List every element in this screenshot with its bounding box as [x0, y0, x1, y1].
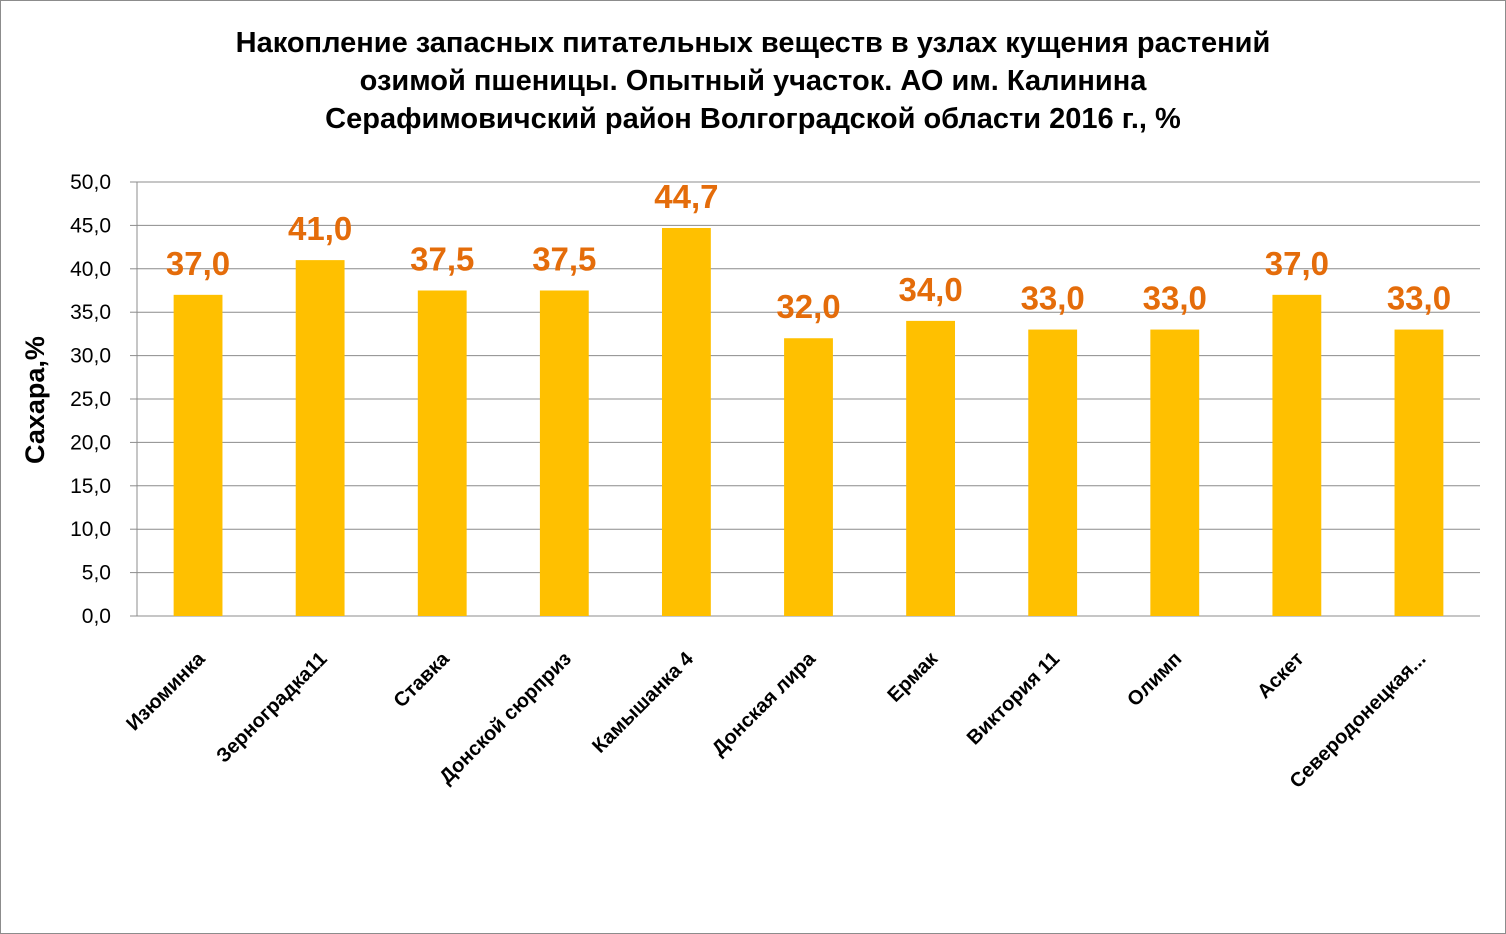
bar	[1272, 294, 1322, 616]
bar	[1394, 329, 1444, 616]
chart-title-line-1: Накопление запасных питательных веществ …	[235, 27, 1271, 59]
data-label: 37,0	[1265, 245, 1329, 282]
data-label: 32,0	[776, 288, 840, 325]
y-tick-label: 25,0	[70, 388, 111, 411]
category-label: Аскет	[1253, 648, 1308, 703]
y-tick-label: 40,0	[70, 258, 111, 281]
bar	[539, 290, 589, 616]
category-label: Донской сюрприз	[435, 648, 576, 789]
bars	[173, 228, 1444, 616]
data-label: 37,5	[410, 241, 474, 278]
bar	[784, 338, 833, 616]
category-label: Изюминка	[122, 647, 210, 735]
category-label: Ермак	[883, 647, 942, 706]
category-label: Виктория 11	[963, 648, 1064, 749]
data-label: 34,0	[898, 271, 962, 308]
y-tick-label: 50,0	[70, 171, 111, 194]
y-tick-label: 20,0	[70, 431, 111, 454]
bar	[906, 320, 956, 616]
category-label: Олимп	[1123, 648, 1186, 711]
bar	[1028, 329, 1078, 616]
bar	[661, 228, 711, 616]
y-tick-label: 10,0	[70, 518, 111, 541]
category-label: Ставка	[390, 647, 455, 712]
y-tick-label: 30,0	[70, 345, 111, 368]
data-label: 37,5	[532, 241, 596, 278]
bar	[173, 294, 223, 616]
category-label: Зерноградка11	[212, 648, 331, 767]
y-tick-label: 0,0	[82, 605, 111, 628]
y-tick-label: 45,0	[70, 214, 111, 237]
y-tick-label: 35,0	[70, 301, 111, 324]
data-label: 37,0	[166, 245, 230, 282]
category-label: Северодонецкая...	[1286, 648, 1431, 793]
y-tick-labels: 0,0 5,0 10,0 15,0 20,0 25,0 30,0 35,0 40,0 45,0 50…	[70, 171, 111, 628]
category-label: Донская лира	[708, 647, 821, 760]
data-label: 44,7	[654, 178, 718, 215]
y-axis-label: Сахара,%	[20, 336, 50, 464]
chart-title-line-2: озимой пшеницы. Опытный участок. АО им. …	[359, 65, 1147, 97]
chart-title-line-3: Серафимовичский район Волгоградской обла…	[325, 103, 1181, 135]
data-label: 33,0	[1021, 280, 1085, 317]
data-label: 33,0	[1143, 280, 1207, 317]
data-labels: 37,0 41,0 37,5 37,5 44,7 32,0 34,0 33,0 33,0 37,0…	[166, 178, 1451, 325]
data-label: 41,0	[288, 210, 352, 247]
category-label: Камышанка 4	[588, 647, 698, 757]
data-label: 33,0	[1387, 280, 1451, 317]
bar	[417, 290, 467, 616]
bar	[295, 260, 345, 616]
bar	[1150, 329, 1200, 616]
y-tick-label: 15,0	[70, 475, 111, 498]
y-tick-label: 5,0	[82, 562, 111, 585]
chart-title: Накопление запасных питательных веществ …	[0, 24, 1506, 138]
